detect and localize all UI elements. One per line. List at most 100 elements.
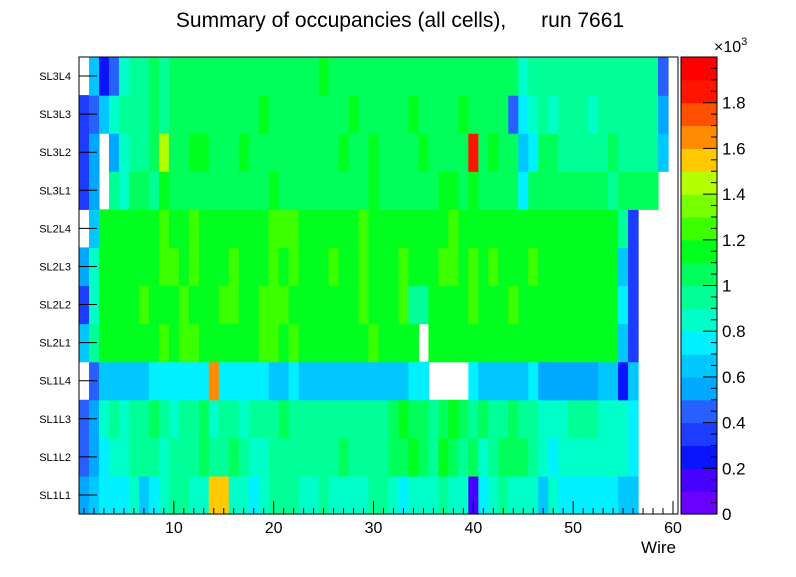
- heatmap-cell: [548, 361, 559, 401]
- heatmap-cell: [288, 475, 300, 515]
- heatmap-cell: [558, 285, 569, 325]
- heatmap-cell: [528, 133, 539, 172]
- heatmap-cell: [348, 57, 360, 96]
- heatmap-cell: [518, 171, 529, 210]
- heatmap-cell: [308, 285, 320, 325]
- chart-title: Summary of occupancies (all cells), run …: [176, 9, 624, 32]
- heatmap-cell: [258, 209, 270, 249]
- heatmap-cell: [328, 475, 340, 515]
- heatmap-cell: [128, 209, 140, 249]
- colorbar-tick-label: 0.2: [722, 459, 746, 478]
- heatmap-cell: [138, 171, 150, 210]
- heatmap-cell: [218, 133, 230, 172]
- heatmap-cell: [478, 209, 489, 249]
- colorbar-band: [681, 376, 717, 401]
- heatmap-cell: [168, 171, 180, 210]
- heatmap-cell: [228, 95, 240, 134]
- heatmap-cell: [338, 171, 350, 210]
- heatmap-cell: [468, 95, 479, 134]
- heatmap-cell: [108, 361, 120, 401]
- heatmap-cell: [598, 323, 609, 363]
- heatmap-cell: [228, 285, 240, 325]
- heatmap-cell: [498, 399, 509, 439]
- heatmap-cell: [458, 285, 469, 325]
- colorbar-band: [681, 239, 717, 264]
- heatmap-cell: [488, 437, 499, 477]
- heatmap-cell: [168, 437, 180, 477]
- heatmap-cell: [608, 437, 619, 477]
- heatmap-cell: [308, 437, 320, 477]
- heatmap-cell: [518, 95, 529, 134]
- heatmap-cell: [128, 57, 140, 96]
- heatmap-cell: [468, 361, 479, 401]
- heatmap-cell: [218, 437, 230, 477]
- heatmap-cell: [498, 361, 509, 401]
- x-tick-label: 10: [165, 520, 183, 537]
- heatmap-cell: [278, 475, 290, 515]
- heatmap-cell: [418, 475, 430, 515]
- heatmap-cell: [288, 209, 300, 249]
- y-tick-label: SL3L1: [39, 185, 71, 197]
- heatmap-cell: [508, 361, 519, 401]
- heatmap-cell: [158, 57, 170, 96]
- heatmap-cell: [618, 285, 629, 325]
- heatmap-cell: [258, 57, 270, 96]
- heatmap-cell: [238, 247, 250, 287]
- heatmap-cell: [538, 95, 549, 134]
- heatmap-cell: [608, 209, 619, 249]
- heatmap-cell: [358, 399, 370, 439]
- heatmap-cell: [448, 285, 459, 325]
- heatmap-cell: [158, 133, 170, 172]
- heatmap-cell: [608, 247, 619, 287]
- heatmap-cell: [298, 437, 310, 477]
- heatmap-cell: [278, 57, 290, 96]
- heatmap-cell: [448, 209, 459, 249]
- heatmap-cell: [348, 475, 360, 515]
- heatmap-cell: [208, 285, 220, 325]
- heatmap-cell: [628, 437, 639, 477]
- heatmap-cell: [448, 247, 459, 287]
- heatmap-cell: [258, 133, 270, 172]
- heatmap-cell: [428, 437, 439, 477]
- heatmap-cell: [248, 475, 260, 515]
- heatmap-cell: [568, 57, 579, 96]
- heatmap-cell: [348, 285, 360, 325]
- heatmap-cell: [598, 361, 609, 401]
- heatmap-cell: [618, 171, 629, 210]
- colorbar-tick-label: 1.2: [722, 231, 746, 250]
- heatmap-cell: [578, 475, 589, 515]
- heatmap-cell: [388, 361, 400, 401]
- heatmap-cell: [238, 95, 250, 134]
- heatmap-cell: [98, 437, 110, 477]
- colorbar-band: [681, 468, 717, 492]
- heatmap-cell: [638, 133, 649, 172]
- heatmap-cell: [478, 437, 489, 477]
- heatmap-cell: [338, 209, 350, 249]
- heatmap-cell: [158, 285, 170, 325]
- x-tick-label: 60: [664, 520, 682, 537]
- heatmap-cell: [488, 57, 499, 96]
- heatmap-cell: [328, 247, 340, 287]
- heatmap-cell: [288, 247, 300, 287]
- heatmap-cell: [228, 247, 240, 287]
- heatmap-cell: [158, 247, 170, 287]
- heatmap-cell: [198, 475, 210, 515]
- heatmap-cell: [508, 171, 519, 210]
- heatmap-cell: [178, 171, 190, 210]
- heatmap-cell: [98, 57, 110, 96]
- heatmap-cell: [248, 133, 260, 172]
- heatmap-cell: [258, 285, 270, 325]
- heatmap-cell: [358, 475, 370, 515]
- heatmap-cell: [478, 323, 489, 363]
- heatmap-cell: [338, 437, 350, 477]
- heatmap-cell: [548, 323, 559, 363]
- heatmap-cell: [328, 399, 340, 439]
- heatmap-cell: [428, 133, 439, 172]
- heatmap-cell: [488, 95, 499, 134]
- heatmap-cell: [408, 171, 420, 210]
- heatmap-cell: [608, 95, 619, 134]
- heatmap-cell: [138, 437, 150, 477]
- heatmap-cell: [108, 247, 120, 287]
- heatmap-cell: [358, 133, 370, 172]
- heatmap-cell: [98, 285, 110, 325]
